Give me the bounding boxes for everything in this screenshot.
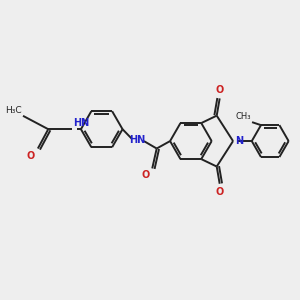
Text: CH₃: CH₃ — [236, 112, 251, 121]
Text: N: N — [235, 136, 243, 146]
Text: O: O — [216, 85, 224, 95]
Text: O: O — [216, 187, 224, 197]
Text: H₃C: H₃C — [5, 106, 22, 115]
Text: O: O — [141, 170, 149, 180]
Text: HN: HN — [129, 136, 146, 146]
Text: HN: HN — [73, 118, 89, 128]
Text: O: O — [27, 151, 35, 161]
